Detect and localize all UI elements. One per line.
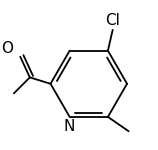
Text: Cl: Cl bbox=[105, 13, 120, 28]
Text: O: O bbox=[1, 41, 13, 56]
Text: N: N bbox=[64, 119, 75, 134]
